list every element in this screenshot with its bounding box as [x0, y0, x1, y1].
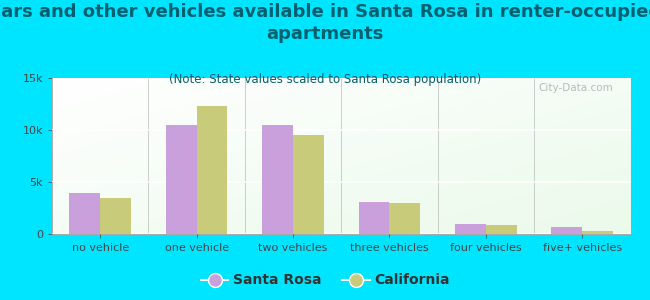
Bar: [551, 227, 582, 234]
Bar: [70, 194, 100, 234]
Legend: Santa Rosa, California: Santa Rosa, California: [195, 268, 455, 293]
Bar: [486, 225, 517, 234]
Bar: [293, 135, 324, 234]
Bar: [582, 231, 613, 234]
Text: Cars and other vehicles available in Santa Rosa in renter-occupied
apartments: Cars and other vehicles available in San…: [0, 3, 650, 43]
Bar: [196, 106, 227, 234]
Bar: [100, 198, 131, 234]
Bar: [359, 202, 389, 234]
Text: (Note: State values scaled to Santa Rosa population): (Note: State values scaled to Santa Rosa…: [169, 74, 481, 86]
Bar: [455, 224, 486, 234]
Bar: [389, 203, 421, 234]
Bar: [166, 125, 196, 234]
Bar: [262, 125, 293, 234]
Text: City-Data.com: City-Data.com: [538, 83, 613, 93]
